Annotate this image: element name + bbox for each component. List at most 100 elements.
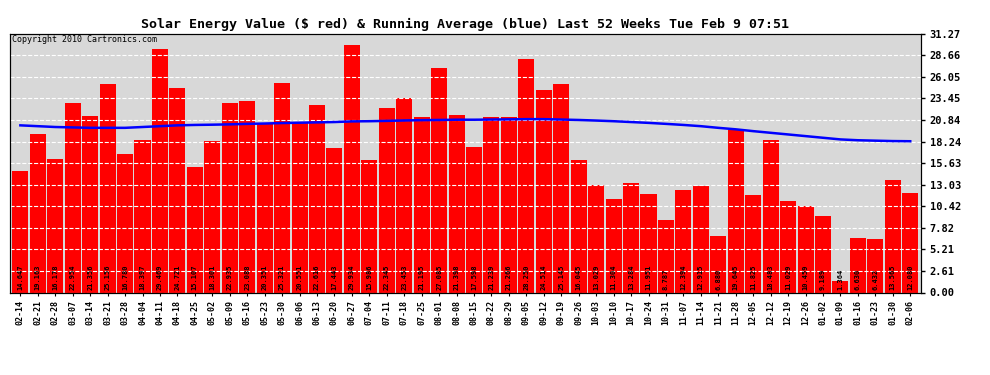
Text: 10.459: 10.459: [803, 264, 809, 290]
Bar: [798, 206, 814, 292]
Bar: [222, 103, 238, 292]
Bar: [623, 183, 640, 292]
Bar: [570, 160, 587, 292]
Text: 17.443: 17.443: [332, 264, 338, 290]
Text: 28.250: 28.250: [524, 264, 530, 290]
Bar: [379, 108, 395, 292]
Text: 12.394: 12.394: [680, 264, 686, 290]
Bar: [151, 49, 168, 292]
Text: 20.551: 20.551: [297, 264, 303, 290]
Bar: [849, 238, 866, 292]
Bar: [466, 147, 482, 292]
Text: 24.514: 24.514: [541, 264, 546, 290]
Text: 19.645: 19.645: [733, 264, 739, 290]
Bar: [12, 171, 29, 292]
Text: 15.107: 15.107: [192, 264, 198, 290]
Bar: [519, 59, 535, 292]
Bar: [309, 105, 325, 292]
Bar: [658, 220, 674, 292]
Text: 21.266: 21.266: [506, 264, 512, 290]
Bar: [187, 168, 203, 292]
Text: 21.398: 21.398: [453, 264, 459, 290]
Bar: [483, 117, 500, 292]
Bar: [100, 84, 116, 292]
Bar: [867, 239, 883, 292]
Bar: [291, 123, 308, 292]
Bar: [710, 236, 727, 292]
Bar: [135, 140, 150, 292]
Bar: [536, 90, 551, 292]
Text: 29.934: 29.934: [348, 264, 354, 290]
Text: 11.029: 11.029: [785, 264, 791, 290]
Bar: [902, 192, 919, 292]
Bar: [448, 116, 464, 292]
Text: 27.085: 27.085: [437, 264, 443, 290]
Text: 11.825: 11.825: [750, 264, 756, 290]
Text: 21.195: 21.195: [419, 264, 425, 290]
Bar: [833, 281, 848, 292]
Bar: [641, 194, 656, 292]
Text: 9.189: 9.189: [820, 269, 826, 290]
Text: 6.432: 6.432: [872, 269, 878, 290]
Bar: [256, 124, 272, 292]
Text: 23.088: 23.088: [245, 264, 250, 290]
Bar: [361, 160, 377, 292]
Text: 6.630: 6.630: [855, 269, 861, 290]
Text: 22.345: 22.345: [384, 264, 390, 290]
Text: 21.239: 21.239: [488, 264, 494, 290]
Text: 11.304: 11.304: [611, 264, 617, 290]
Text: 12.080: 12.080: [907, 264, 913, 290]
Bar: [431, 68, 447, 292]
Bar: [414, 117, 430, 292]
Text: 29.469: 29.469: [157, 264, 163, 290]
Text: 15.986: 15.986: [366, 264, 372, 290]
Text: 25.145: 25.145: [558, 264, 564, 290]
Bar: [885, 180, 901, 292]
Text: 21.356: 21.356: [87, 264, 93, 290]
Bar: [204, 141, 221, 292]
Text: 1.364: 1.364: [838, 269, 843, 290]
Bar: [780, 201, 796, 292]
Bar: [274, 83, 290, 292]
Text: 17.598: 17.598: [471, 264, 477, 290]
Text: 16.045: 16.045: [576, 264, 582, 290]
Bar: [728, 130, 743, 292]
Bar: [344, 45, 360, 292]
Bar: [327, 148, 343, 292]
Bar: [48, 159, 63, 292]
Bar: [117, 154, 133, 292]
Bar: [501, 117, 517, 292]
Text: 18.301: 18.301: [209, 264, 215, 290]
Text: 11.951: 11.951: [645, 264, 651, 290]
Text: 20.351: 20.351: [261, 264, 267, 290]
Text: Copyright 2010 Cartronics.com: Copyright 2010 Cartronics.com: [12, 35, 156, 44]
Bar: [675, 190, 691, 292]
Title: Solar Energy Value ($ red) & Running Average (blue) Last 52 Weeks Tue Feb 9 07:5: Solar Energy Value ($ red) & Running Ave…: [142, 18, 789, 31]
Text: 13.029: 13.029: [593, 264, 599, 290]
Bar: [82, 116, 98, 292]
Text: 18.483: 18.483: [767, 264, 773, 290]
Bar: [588, 185, 604, 292]
Text: 13.284: 13.284: [628, 264, 634, 290]
Bar: [693, 186, 709, 292]
Bar: [606, 199, 622, 292]
Text: 22.954: 22.954: [69, 264, 75, 290]
Bar: [64, 102, 81, 292]
Text: 12.915: 12.915: [698, 264, 704, 290]
Text: 24.721: 24.721: [174, 264, 180, 290]
Bar: [745, 195, 761, 292]
Text: 19.163: 19.163: [35, 264, 41, 290]
Bar: [762, 140, 779, 292]
Text: 16.780: 16.780: [122, 264, 128, 290]
Text: 8.787: 8.787: [663, 269, 669, 290]
Bar: [553, 84, 569, 292]
Text: 25.156: 25.156: [105, 264, 111, 290]
Text: 25.321: 25.321: [279, 264, 285, 290]
Text: 13.565: 13.565: [890, 264, 896, 290]
Text: 23.453: 23.453: [401, 264, 407, 290]
Text: 22.616: 22.616: [314, 264, 320, 290]
Text: 22.935: 22.935: [227, 264, 233, 290]
Bar: [815, 216, 831, 292]
Text: 6.880: 6.880: [716, 269, 722, 290]
Bar: [169, 88, 185, 292]
